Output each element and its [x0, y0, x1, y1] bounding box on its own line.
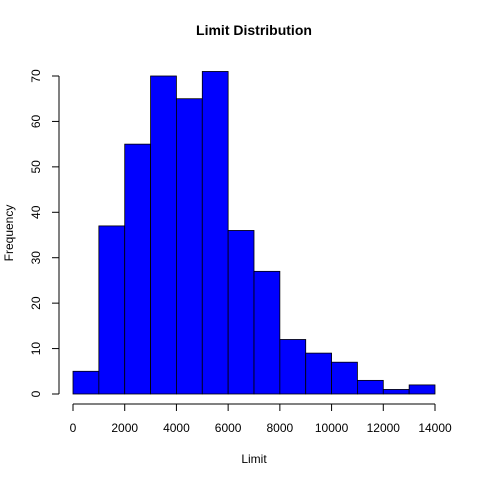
histogram-bar-5000-6000 [201, 71, 229, 395]
histogram-bar-7000-8000 [253, 270, 281, 395]
histogram-bar-4000-5000 [176, 98, 203, 395]
x-axis: 0 2000 4000 6000 8000 10000 12000 14000 [70, 403, 452, 435]
y-tick-label: 70 [29, 69, 43, 83]
y-tick-label: 60 [29, 114, 43, 128]
x-tick-label: 6000 [215, 421, 242, 435]
x-tick-label: 4000 [163, 421, 190, 435]
y-axis: 0 10 20 30 40 50 60 70 [29, 69, 60, 397]
histogram-bar-10000-11000 [331, 361, 358, 395]
histogram-bar-11000-12000 [357, 379, 384, 395]
histogram-bar-6000-7000 [227, 230, 255, 395]
y-tick-label: 10 [29, 342, 43, 356]
x-axis-label: Limit [241, 452, 267, 466]
histogram-bar-12000-13000 [382, 389, 410, 395]
histogram-bar-0-1000 [72, 370, 100, 395]
y-tick-label: 40 [29, 205, 43, 219]
y-tick-label: 20 [29, 296, 43, 310]
y-tick-label: 30 [29, 251, 43, 265]
histogram-bar-1000-2000 [98, 225, 126, 395]
x-tick-label: 0 [70, 421, 77, 435]
x-tick-label: 8000 [267, 421, 294, 435]
chart-title: Limit Distribution [196, 22, 312, 38]
histogram-bar-2000-3000 [124, 143, 151, 395]
histogram-bar-9000-10000 [305, 352, 332, 395]
x-tick-label: 12000 [367, 421, 401, 435]
y-tick-label: 50 [29, 160, 43, 174]
x-tick-label: 2000 [111, 421, 138, 435]
histogram-bar-8000-9000 [279, 339, 307, 395]
y-tick-label: 0 [29, 390, 43, 397]
bars-layer [72, 71, 436, 395]
y-axis-label: Frequency [2, 205, 16, 262]
x-tick-label: 10000 [315, 421, 349, 435]
histogram-bar-3000-4000 [150, 75, 177, 395]
histogram-bar-13000-14000 [408, 384, 436, 395]
x-tick-label: 14000 [418, 421, 452, 435]
